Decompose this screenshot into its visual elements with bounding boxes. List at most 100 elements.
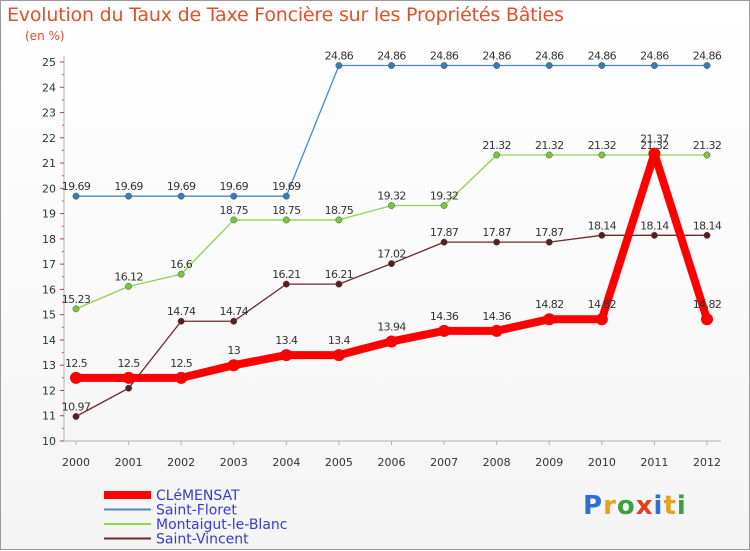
- y-tick-label: 16: [42, 283, 56, 296]
- clemensat-data-label: 12.5: [118, 357, 141, 370]
- saint-floret-point: [703, 62, 711, 69]
- saint-vincent-point: [493, 238, 501, 246]
- montaigut-point: [598, 151, 606, 159]
- clemensat-data-label: 12.5: [170, 357, 193, 370]
- montaigut-point: [125, 282, 133, 290]
- clemensat-data-label: 14.82: [535, 298, 564, 311]
- x-tick-label: 2008: [483, 456, 511, 469]
- y-tick-label: 15: [42, 309, 56, 322]
- saint-vincent-data-label: 18.14: [640, 219, 669, 232]
- saint-vincent-point: [72, 413, 80, 420]
- x-tick-label: 2005: [325, 456, 353, 469]
- saint-floret-point: [335, 62, 343, 69]
- clemensat-point: [438, 324, 451, 337]
- clemensat-point: [70, 371, 82, 384]
- saint-vincent-point: [335, 280, 343, 288]
- saint-vincent-point: [598, 231, 606, 239]
- x-tick-label: 2010: [588, 456, 616, 469]
- saint-floret-point: [72, 192, 80, 200]
- saint-floret-point: [177, 192, 185, 200]
- saint-vincent-data-label: 10.97: [62, 400, 91, 413]
- saint-floret-point: [650, 62, 658, 69]
- y-tick-label: 24: [42, 81, 56, 94]
- montaigut-data-label: 18.75: [220, 204, 249, 217]
- x-tick-label: 2006: [378, 456, 406, 469]
- x-tick-label: 2004: [272, 456, 300, 469]
- saint-vincent-data-label: 17.02: [377, 248, 406, 261]
- clemensat-point: [385, 335, 398, 348]
- clemensat-data-label: 14.82: [693, 298, 722, 311]
- x-tick-label: 2001: [115, 456, 143, 469]
- saint-floret-data-label: 24.86: [693, 50, 722, 63]
- clemensat-point: [543, 313, 556, 326]
- saint-vincent-point: [703, 231, 711, 239]
- saint-floret-data-label: 24.86: [430, 50, 459, 63]
- montaigut-data-label: 19.32: [430, 190, 459, 203]
- clemensat-data-label: 13.94: [377, 320, 406, 333]
- montaigut-data-label: 21.32: [482, 139, 511, 152]
- saint-floret-point: [230, 192, 238, 200]
- saint-floret-data-label: 24.86: [377, 50, 406, 63]
- y-tick-label: 22: [42, 132, 56, 145]
- montaigut-data-label: 18.75: [272, 204, 301, 217]
- saint-floret-data-label: 19.69: [114, 180, 143, 193]
- y-tick-label: 14: [42, 334, 56, 347]
- y-tick-label: 11: [42, 410, 56, 423]
- saint-floret-point: [440, 62, 448, 69]
- saint-vincent-data-label: 16.21: [325, 268, 354, 281]
- saint-floret-point: [493, 62, 501, 69]
- clemensat-data-label: 13: [227, 344, 240, 357]
- y-tick-label: 21: [42, 157, 56, 170]
- saint-floret-point: [282, 192, 290, 200]
- saint-vincent-data-label: 14.74: [167, 305, 196, 318]
- clemensat-data-label: 14.36: [430, 310, 459, 323]
- saint-floret-data-label: 19.69: [272, 180, 301, 193]
- clemensat-data-label: 12.5: [65, 357, 88, 370]
- saint-floret-data-label: 24.86: [535, 50, 564, 63]
- x-tick-label: 2007: [430, 456, 458, 469]
- y-tick-label: 18: [42, 233, 56, 246]
- saint-vincent-data-label: 17.87: [430, 226, 459, 239]
- saint-floret-series-line: [75, 64, 708, 197]
- x-tick-label: 2003: [220, 456, 248, 469]
- y-tick-label: 17: [42, 258, 56, 271]
- clemensat-data-label: 13.4: [328, 334, 351, 347]
- montaigut-data-label: 19.32: [377, 190, 406, 203]
- saint-floret-point: [125, 192, 133, 200]
- montaigut-point: [388, 202, 395, 209]
- y-tick-label: 20: [42, 182, 56, 195]
- saint-floret-data-label: 24.86: [588, 50, 617, 63]
- clemensat-point: [122, 371, 135, 384]
- x-tick-label: 2000: [62, 456, 90, 469]
- legend-label-saint-floret: Saint-Floret: [156, 503, 237, 519]
- montaigut-data-label: 21.32: [535, 139, 564, 152]
- montaigut-point: [545, 151, 553, 159]
- clemensat-point: [490, 324, 503, 337]
- saint-floret-data-label: 24.86: [325, 50, 354, 63]
- saint-floret-data-label: 19.69: [167, 180, 196, 193]
- clemensat-point: [280, 349, 293, 362]
- saint-vincent-data-label: 18.14: [693, 219, 722, 232]
- montaigut-data-label: 21.32: [693, 139, 722, 152]
- x-tick-label: 2012: [693, 456, 721, 469]
- y-tick-label: 10: [42, 435, 56, 448]
- montaigut-data-label: 16.12: [114, 270, 143, 283]
- x-tick-label: 2009: [535, 456, 563, 469]
- montaigut-data-label: 21.32: [640, 139, 669, 152]
- saint-vincent-point: [125, 384, 133, 392]
- montaigut-point: [703, 151, 711, 159]
- saint-vincent-point: [230, 317, 238, 325]
- montaigut-data-label: 16.6: [170, 258, 193, 271]
- clemensat-point: [648, 147, 661, 160]
- montaigut-point: [72, 305, 80, 313]
- clemensat-data-label: 21.37: [640, 133, 669, 146]
- clemensat-data-label: 13.4: [275, 334, 298, 347]
- saint-floret-point: [388, 62, 395, 69]
- montaigut-point: [440, 202, 448, 209]
- y-tick-label: 19: [42, 208, 56, 221]
- y-tick-label: 23: [42, 107, 56, 120]
- legend-label-saint-vincent: Saint-Vincent: [156, 532, 249, 548]
- y-unit-label: (en %): [25, 29, 65, 43]
- saint-floret-point: [545, 62, 553, 69]
